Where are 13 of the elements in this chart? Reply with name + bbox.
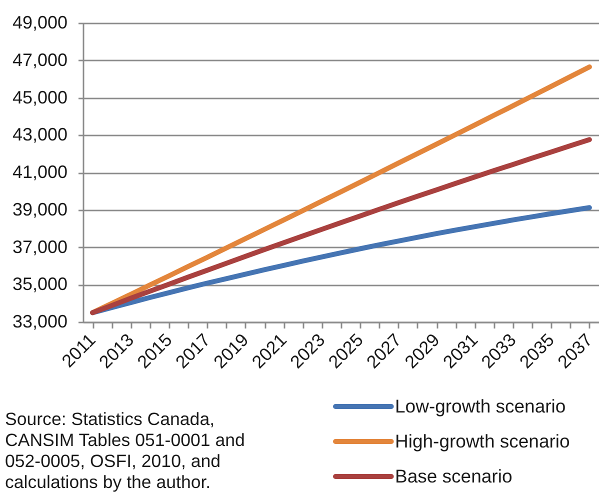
y-tick-label: 49,000 xyxy=(12,12,68,32)
legend-label: Base scenario xyxy=(395,466,512,486)
y-tick-label: 37,000 xyxy=(12,236,68,257)
y-tick-label: 41,000 xyxy=(12,162,68,182)
y-tick-label: 47,000 xyxy=(12,50,68,70)
source-note: Source: Statistics Canada, CANSIM Tables 051-0001 and 052-0005, OSFI, 2010, and calculations by the author. xyxy=(5,409,246,493)
y-tick-label: 43,000 xyxy=(12,124,68,145)
legend-label: High-growth scenario xyxy=(395,430,570,452)
y-tick-label: 33,000 xyxy=(12,312,68,332)
legend-label: Low-growth scenario xyxy=(395,396,566,416)
y-tick-label: 45,000 xyxy=(12,87,68,108)
y-tick-label: 35,000 xyxy=(12,274,68,294)
y-tick-label: 39,000 xyxy=(12,199,68,220)
